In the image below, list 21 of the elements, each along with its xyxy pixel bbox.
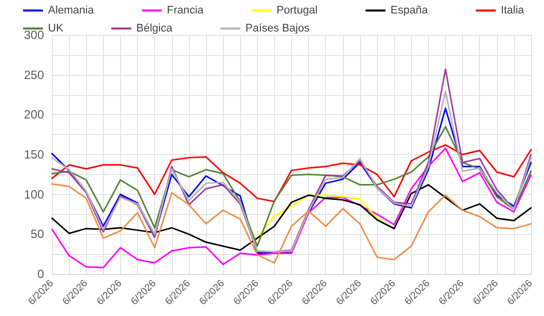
legend-label: Países Bajos bbox=[245, 22, 310, 34]
legend-label: Bélgica bbox=[136, 22, 174, 34]
legend-label: Portugal bbox=[276, 4, 318, 16]
y-tick-label: 250 bbox=[24, 68, 44, 82]
legend-label: UK bbox=[48, 22, 64, 34]
line-series bbox=[51, 183, 532, 264]
legend-label: Francia bbox=[166, 4, 204, 16]
legend-label: Alemania bbox=[48, 4, 95, 16]
y-tick-label: 0 bbox=[37, 267, 44, 281]
y-tick-label: 100 bbox=[24, 187, 44, 202]
line-series bbox=[51, 126, 532, 247]
y-tick-label: 300 bbox=[24, 28, 44, 42]
y-tick-label: 150 bbox=[24, 148, 44, 162]
line-series bbox=[51, 144, 532, 202]
line-series bbox=[256, 194, 395, 239]
legend-label: Italia bbox=[500, 4, 525, 16]
legend-label: España bbox=[390, 4, 429, 16]
line-series bbox=[51, 147, 532, 268]
y-tick-label: 200 bbox=[24, 108, 44, 122]
line-series bbox=[51, 184, 532, 251]
y-tick-label: 50 bbox=[30, 227, 44, 242]
